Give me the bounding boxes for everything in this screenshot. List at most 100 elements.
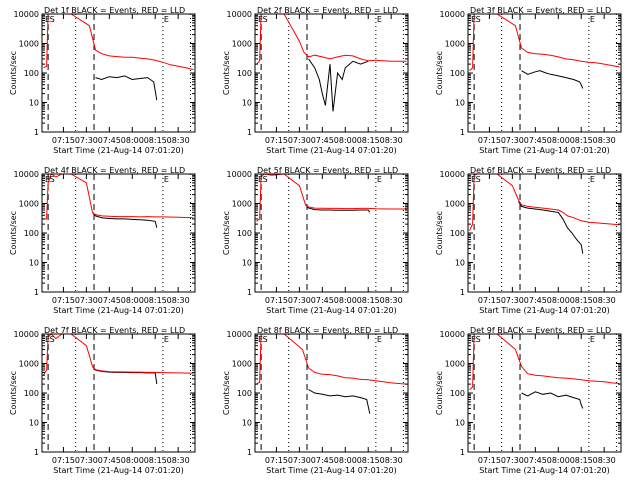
y-tick-label: 1000 [19,200,39,209]
x-tick-label: 07:30 [501,456,524,465]
x-tick-label: 07:30 [288,456,311,465]
y-tick-label: 10 [242,259,252,268]
x-axis-label: Start Time (21-Aug-14 07:01:20) [53,306,184,315]
events-series-line [95,75,158,101]
x-tick-label: 08:30 [593,456,616,465]
lld-series-line [256,173,407,222]
panel-title: Det 1f BLACK = Events, RED = LLD [44,6,185,15]
x-tick-label: 07:15 [265,456,288,465]
x-tick-label: 07:30 [75,136,98,145]
panel-letter-marker: E [45,15,50,24]
y-tick-label: 1 [247,448,252,457]
panel-title: Det 5f BLACK = Events, RED = LLD [257,166,398,175]
y-tick-label: 10000 [14,330,39,339]
x-tick-label: 08:30 [593,136,616,145]
panel-letter-marker: E [590,15,595,24]
x-tick-label: 08:00 [547,136,570,145]
panel-letter-marker: E [258,175,263,184]
panel-letter-marker: S [50,15,55,24]
plot-frame [41,13,196,133]
x-tick-label: 07:30 [75,296,98,305]
x-tick-label: 08:00 [334,296,357,305]
x-tick-label: 08:00 [334,136,357,145]
panel-title: Det 2f BLACK = Events, RED = LLD [257,6,398,15]
y-tick-label: 1000 [232,40,252,49]
x-tick-label: 08:30 [380,136,403,145]
y-tick-label: 10000 [227,170,252,179]
x-axis-label: Start Time (21-Aug-14 07:01:20) [479,466,610,475]
x-tick-label: 08:15 [570,136,593,145]
x-tick-label: 07:15 [265,296,288,305]
x-tick-label: 07:45 [524,456,547,465]
panel-letter-marker: E [471,15,476,24]
x-tick-label: 07:45 [311,136,334,145]
panel-title: Det 7f BLACK = Events, RED = LLD [44,326,185,335]
panel-title: Det 6f BLACK = Events, RED = LLD [470,166,611,175]
plot-frame [467,173,622,293]
events-series-line [521,70,584,89]
x-tick-label: 08:15 [144,136,167,145]
events-series-line [518,200,584,254]
events-series-line [92,366,158,385]
x-axis-label: Start Time (21-Aug-14 07:01:20) [266,466,397,475]
panel-letter-marker: E [471,335,476,344]
x-tick-label: 08:30 [593,296,616,305]
panel-letter-marker: E [164,15,169,24]
events-series-line [308,58,369,112]
y-tick-label: 10000 [14,10,39,19]
panel-letter-marker: E [258,15,263,24]
x-tick-label: 08:00 [121,456,144,465]
panel-letter-marker: S [263,335,268,344]
x-tick-label: 07:45 [524,136,547,145]
y-tick-label: 1 [34,128,39,137]
panel-letter-marker: E [164,335,169,344]
events-series-line [305,204,371,213]
x-tick-label: 07:30 [501,136,524,145]
x-tick-label: 08:30 [167,456,190,465]
panel-letter-marker: E [471,175,476,184]
panel-title: Det 9f BLACK = Events, RED = LLD [470,326,611,335]
x-tick-label: 08:00 [334,456,357,465]
x-tick-label: 07:15 [265,136,288,145]
y-tick-label: 10000 [440,170,465,179]
x-tick-label: 07:45 [98,296,121,305]
lld-series-line [256,13,407,65]
y-tick-label: 1000 [232,360,252,369]
y-axis-label: Counts/sec [9,211,18,255]
y-tick-label: 100 [237,229,252,238]
x-tick-label: 07:45 [98,136,121,145]
x-axis-label: Start Time (21-Aug-14 07:01:20) [266,146,397,155]
panel-title: Det 4f BLACK = Events, RED = LLD [44,166,185,175]
y-tick-label: 10 [455,99,465,108]
x-tick-label: 08:00 [547,456,570,465]
plot-frame [467,13,622,133]
x-tick-label: 08:15 [570,296,593,305]
x-tick-label: 07:45 [311,456,334,465]
y-tick-label: 100 [24,229,39,238]
y-tick-label: 100 [24,389,39,398]
y-tick-label: 1000 [445,360,465,369]
y-tick-label: 1000 [445,40,465,49]
x-tick-label: 07:45 [524,296,547,305]
x-axis-label: Start Time (21-Aug-14 07:01:20) [479,306,610,315]
y-tick-label: 1 [34,448,39,457]
x-tick-label: 07:30 [288,296,311,305]
panel-letter-marker: E [377,15,382,24]
y-axis-label: Counts/sec [435,211,444,255]
plot-frame [41,173,196,293]
y-tick-label: 1000 [19,360,39,369]
panel-letter-marker: E [377,175,382,184]
y-tick-label: 1 [247,288,252,297]
x-tick-label: 08:00 [547,296,570,305]
y-tick-label: 100 [237,389,252,398]
y-tick-label: 1 [460,288,465,297]
x-tick-label: 08:00 [121,296,144,305]
events-series-line [308,389,371,414]
panel-letter-marker: S [476,15,481,24]
x-tick-label: 07:15 [52,456,75,465]
x-tick-label: 07:30 [501,296,524,305]
